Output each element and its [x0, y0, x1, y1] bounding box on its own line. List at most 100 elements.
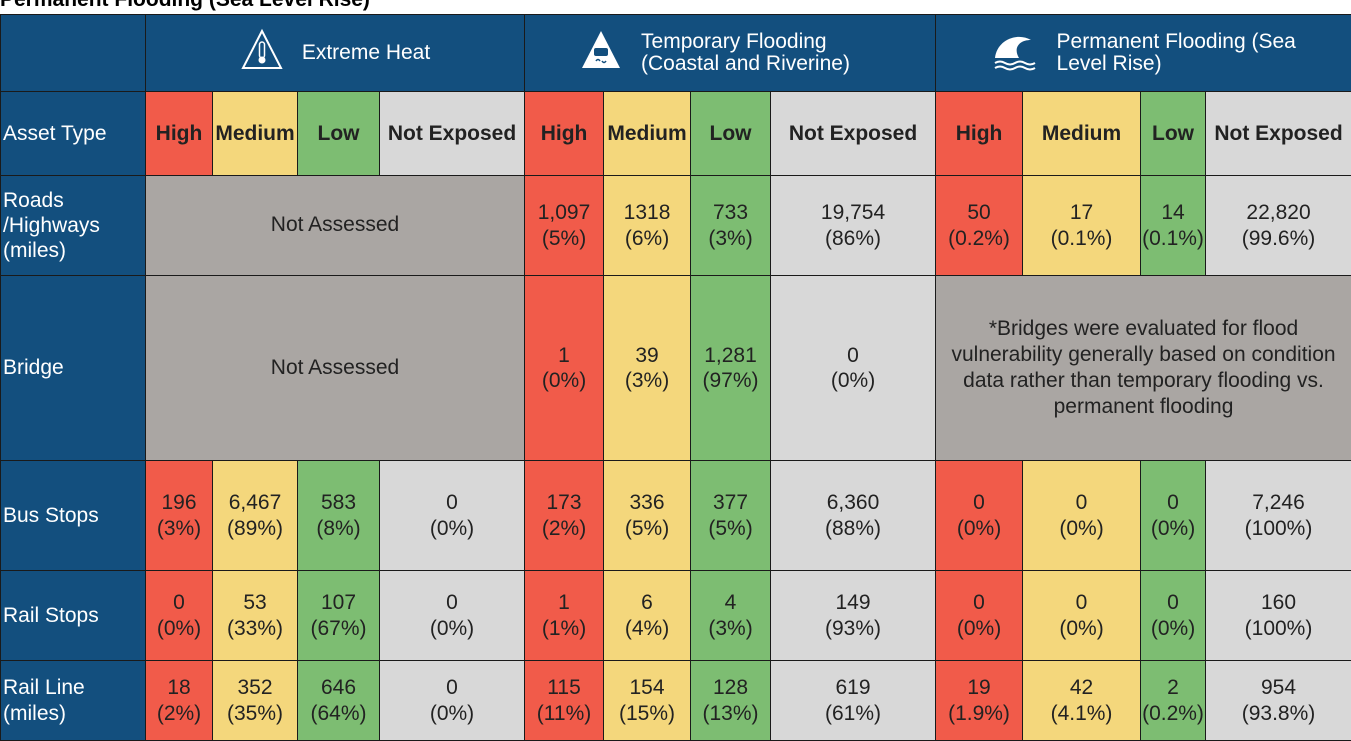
cell-value: 646 [298, 675, 379, 700]
cell-value: 6 [604, 590, 690, 615]
row-label: Bridge [1, 276, 146, 461]
group-header: Extreme Heat [146, 15, 525, 92]
cell-percent: (0%) [146, 616, 212, 641]
cell-value: 0 [936, 590, 1022, 615]
cell-value: 0 [936, 490, 1022, 515]
cell-value: 0 [380, 490, 524, 515]
cell-value: 115 [525, 675, 603, 700]
level-header: Not Exposed [771, 92, 936, 176]
cell-percent: (100%) [1206, 516, 1351, 541]
cell-value: 17 [1023, 200, 1140, 225]
value-cell: 42(4.1%) [1023, 661, 1141, 741]
cell-percent: (33%) [213, 616, 297, 641]
cell-value: 6,360 [771, 490, 935, 515]
cell-percent: (0%) [380, 701, 524, 726]
value-cell: 352(35%) [213, 661, 298, 741]
value-cell: 0(0%) [936, 571, 1023, 661]
level-header: High [525, 92, 604, 176]
cell-percent: (13%) [691, 701, 770, 726]
value-cell: 733(3%) [691, 176, 771, 276]
cell-value: 50 [936, 200, 1022, 225]
level-header: Low [691, 92, 771, 176]
cell-percent: (0%) [771, 368, 935, 393]
merged-text: Not Assessed [146, 212, 524, 238]
row-label: Bus Stops [1, 461, 146, 571]
merged-text: Not Assessed [146, 355, 524, 381]
level-header: Medium [604, 92, 691, 176]
cell-value: 19,754 [771, 200, 935, 225]
cell-percent: (0%) [1023, 516, 1140, 541]
value-cell: 1(0%) [525, 276, 604, 461]
cell-value: 1,281 [691, 343, 770, 368]
level-header: High [146, 92, 213, 176]
level-header: Medium [213, 92, 298, 176]
data-row: Rail Line (miles)18(2%)352(35%)646(64%)0… [1, 661, 1351, 741]
cell-value: 0 [1023, 490, 1140, 515]
cell-value: 149 [771, 590, 935, 615]
group-box: Permanent Flooding (Sea Level Rise) [936, 28, 1351, 77]
group-header: Permanent Flooding (Sea Level Rise) [936, 15, 1351, 92]
cell-percent: (0%) [1023, 616, 1140, 641]
value-cell: 0(0%) [380, 661, 525, 741]
value-cell: 6,467(89%) [213, 461, 298, 571]
cell-percent: (0.2%) [936, 226, 1022, 251]
merged-cell: Not Assessed [146, 276, 525, 461]
cell-percent: (1%) [525, 616, 603, 641]
value-cell: 173(2%) [525, 461, 604, 571]
row-label: Rail Stops [1, 571, 146, 661]
value-cell: 336(5%) [604, 461, 691, 571]
cell-percent: (1.9%) [936, 701, 1022, 726]
value-cell: 954(93.8%) [1206, 661, 1351, 741]
cell-percent: (8%) [298, 516, 379, 541]
merged-cell: Not Assessed [146, 176, 525, 276]
value-cell: 18(2%) [146, 661, 213, 741]
value-cell: 160(100%) [1206, 571, 1351, 661]
value-cell: 14(0.1%) [1141, 176, 1206, 276]
value-cell: 2(0.2%) [1141, 661, 1206, 741]
group-header: Temporary Flooding (Coastal and Riverine… [525, 15, 936, 92]
cell-value: 53 [213, 590, 297, 615]
value-cell: 53(33%) [213, 571, 298, 661]
value-cell: 0(0%) [1023, 461, 1141, 571]
cell-value: 0 [380, 675, 524, 700]
value-cell: 19,754(86%) [771, 176, 936, 276]
group-header [1, 15, 146, 92]
cell-value: 39 [604, 343, 690, 368]
cell-percent: (6%) [604, 226, 690, 251]
cell-percent: (4.1%) [1023, 701, 1140, 726]
level-header: Not Exposed [1206, 92, 1351, 176]
cell-percent: (0%) [1141, 616, 1205, 641]
group-title: Permanent Flooding (Sea Level Rise) [1057, 31, 1297, 75]
cell-percent: (5%) [604, 516, 690, 541]
level-header: Medium [1023, 92, 1141, 176]
row-label: Rail Line (miles) [1, 661, 146, 741]
value-cell: 377(5%) [691, 461, 771, 571]
cell-percent: (97%) [691, 368, 770, 393]
cell-value: 0 [146, 590, 212, 615]
value-cell: 0(0%) [146, 571, 213, 661]
value-cell: 50(0.2%) [936, 176, 1023, 276]
group-box: Extreme Heat [146, 28, 524, 77]
cell-value: 0 [1141, 490, 1205, 515]
cell-value: 19 [936, 675, 1022, 700]
row-label: Roads /Highways (miles) [1, 176, 146, 276]
level-header: Low [298, 92, 380, 176]
cell-percent: (0%) [525, 368, 603, 393]
cell-value: 196 [146, 490, 212, 515]
asset-type-header: Asset Type [1, 92, 146, 176]
level-header: Low [1141, 92, 1206, 176]
icon [240, 28, 284, 77]
cell-percent: (3%) [691, 226, 770, 251]
cell-value: 1318 [604, 200, 690, 225]
cell-percent: (64%) [298, 701, 379, 726]
group-title: Extreme Heat [302, 42, 430, 64]
value-cell: 0(0%) [1141, 571, 1206, 661]
value-cell: 1318(6%) [604, 176, 691, 276]
value-cell: 0(0%) [1141, 461, 1206, 571]
value-cell: 1,281(97%) [691, 276, 771, 461]
cell-percent: (93.8%) [1206, 701, 1351, 726]
merged-cell: *Bridges were evaluated for flood vulner… [936, 276, 1351, 461]
cell-percent: (93%) [771, 616, 935, 641]
